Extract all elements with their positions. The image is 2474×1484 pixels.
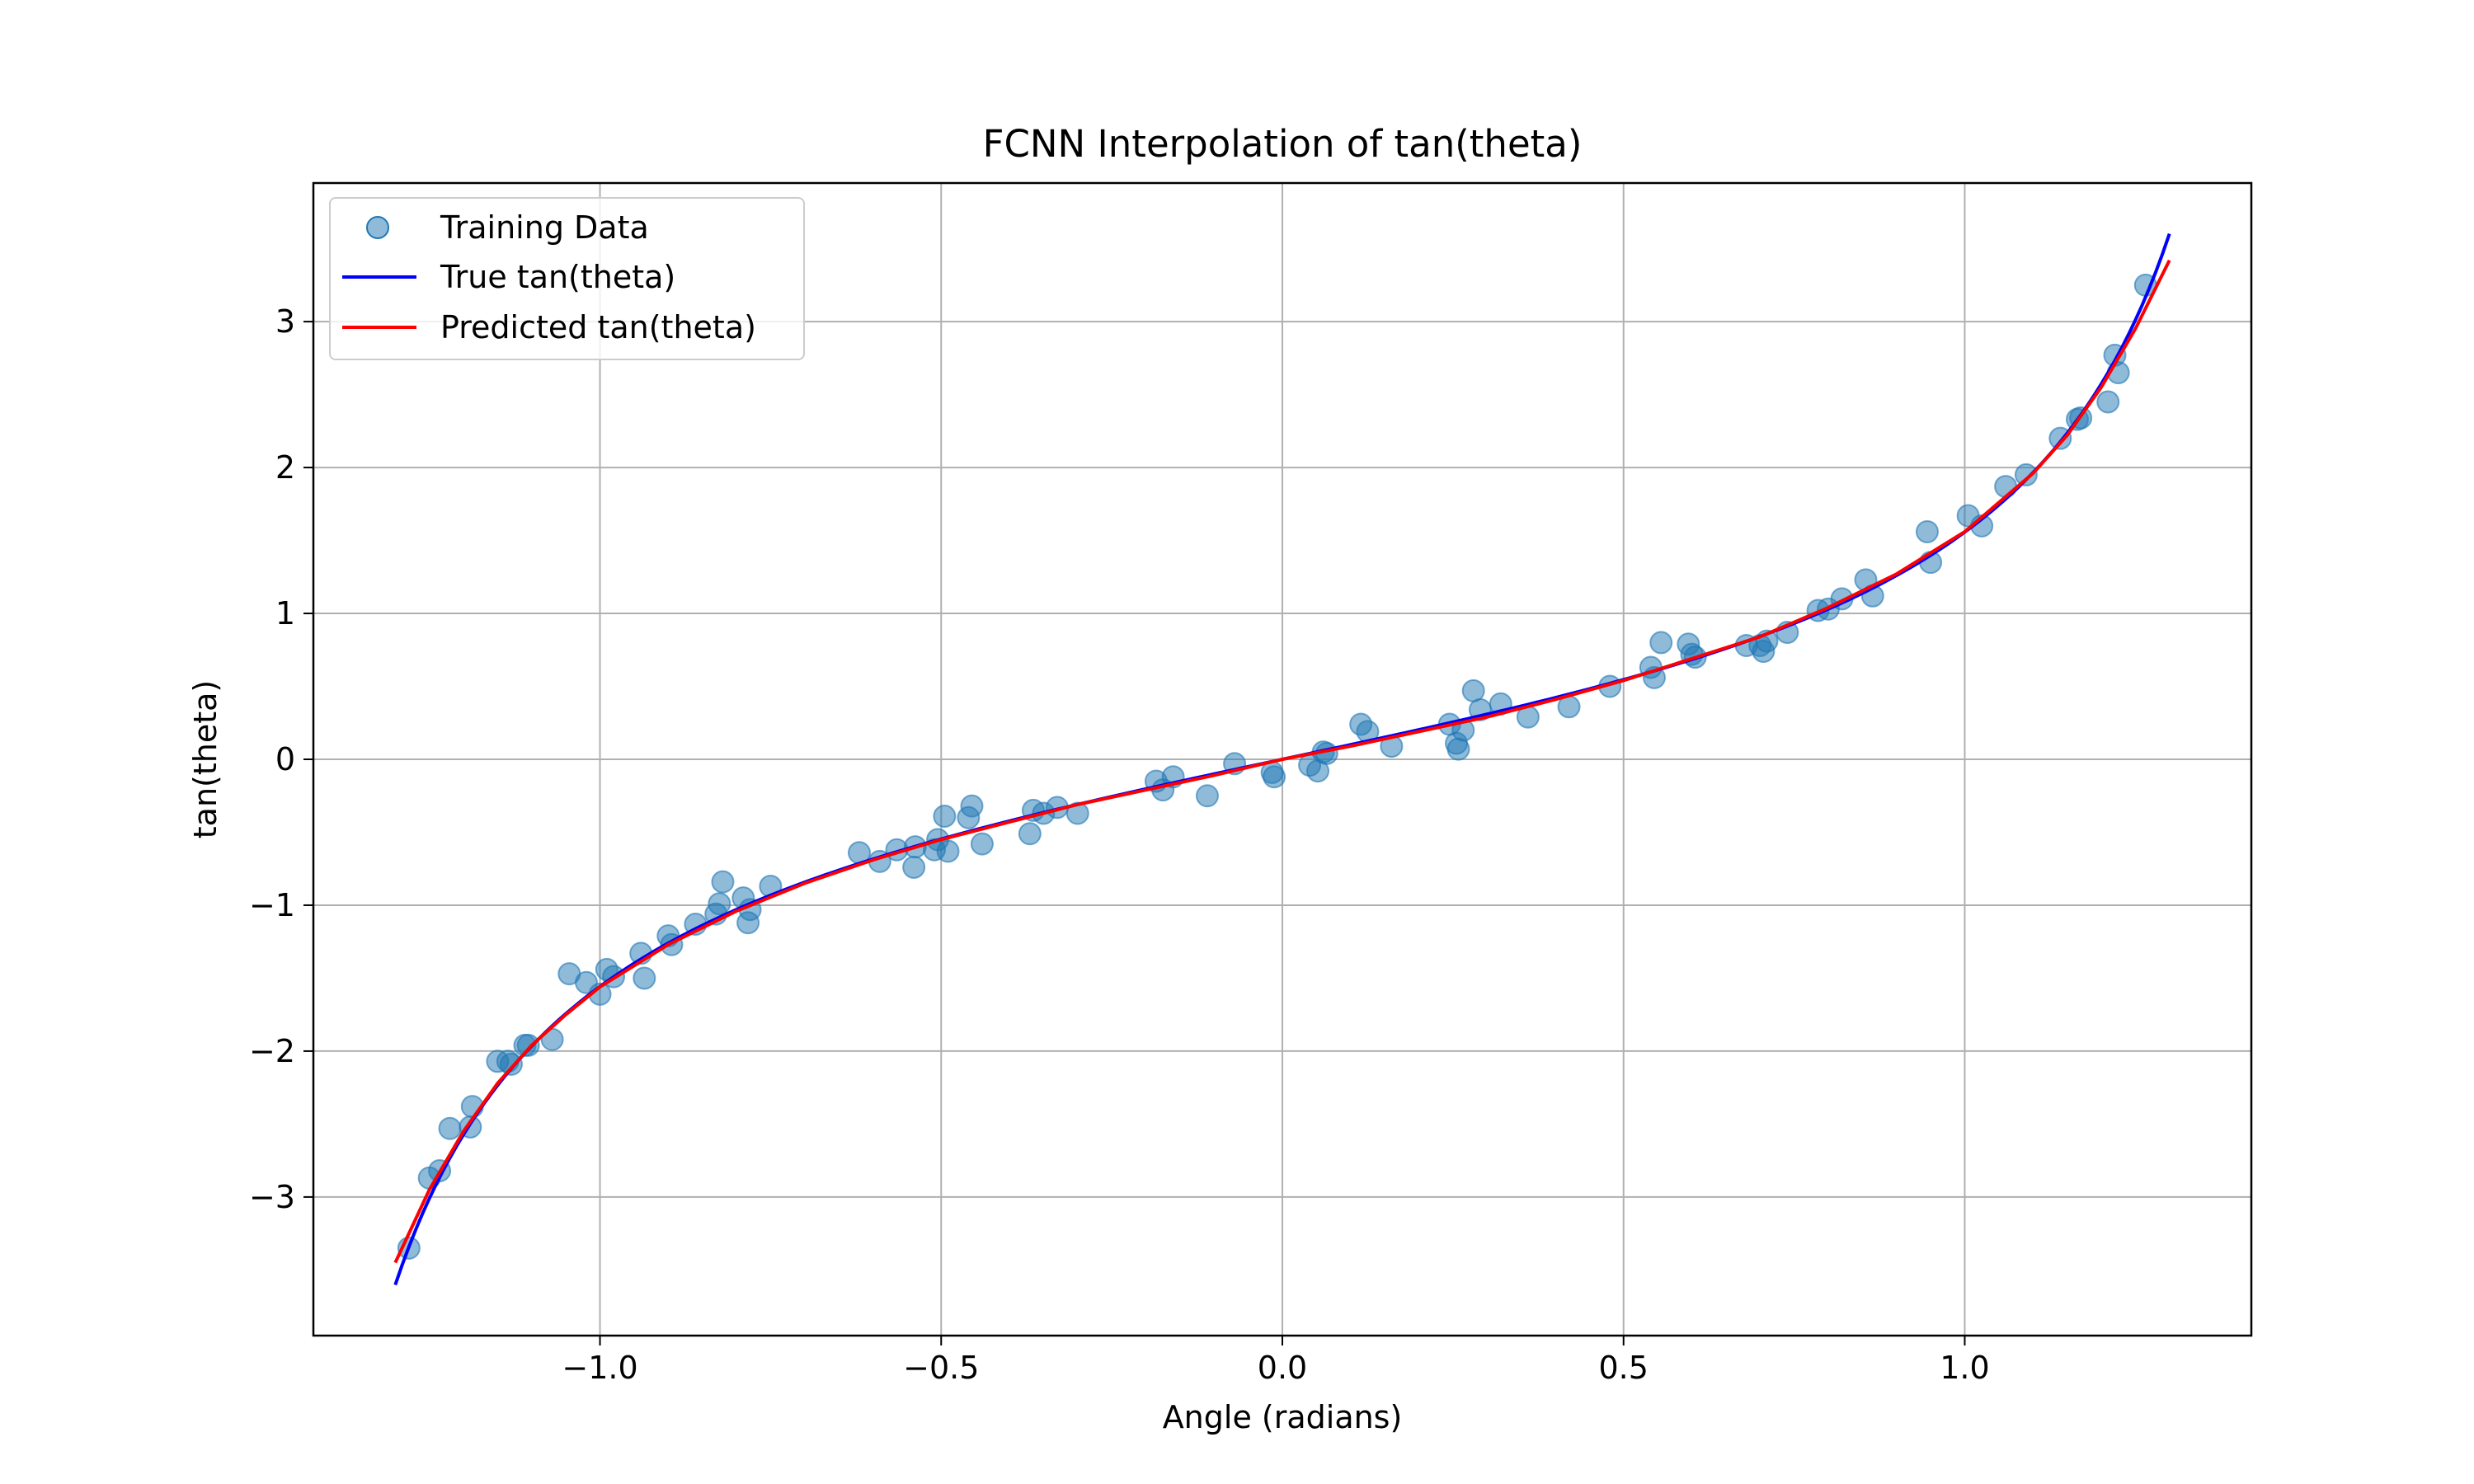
training-data-point (1018, 822, 1042, 846)
training-data-point (516, 1033, 540, 1057)
x-axis-label: Angle (radians) (1163, 1399, 1403, 1435)
chart-title: FCNN Interpolation of tan(theta) (983, 122, 1583, 166)
x-tick-label: −1.0 (562, 1350, 637, 1386)
x-axis-ticks: −1.0 −0.5 0.0 0.5 1.0 (562, 1336, 1990, 1386)
y-tick-label: 1 (275, 595, 295, 632)
training-data-point (633, 966, 656, 990)
legend-label-true: True tan(theta) (440, 259, 675, 295)
training-data-point (1649, 631, 1673, 655)
training-data-point (711, 870, 735, 894)
training-data-point (2096, 390, 2120, 414)
training-data-point (1446, 737, 1470, 761)
legend-marker-training-data (366, 216, 389, 239)
y-tick-label: −1 (249, 887, 295, 923)
training-data-point (1065, 801, 1089, 825)
training-data-point (1195, 784, 1219, 808)
y-tick-label: −3 (249, 1179, 295, 1215)
x-tick-label: 1.0 (1940, 1350, 1989, 1386)
y-tick-label: 2 (275, 449, 295, 486)
training-data-point (1915, 519, 1939, 543)
y-axis-label: tan(theta) (187, 680, 223, 838)
training-data-point (902, 855, 926, 879)
training-data-point (960, 794, 984, 818)
y-tick-label: 0 (275, 741, 295, 777)
training-data-point (970, 832, 994, 856)
training-data-point (438, 1116, 462, 1140)
legend: Training Data True tan(theta) Predicted … (329, 197, 805, 360)
x-tick-label: −0.5 (903, 1350, 979, 1386)
plot-series (393, 232, 2171, 1286)
legend-label-predicted: Predicted tan(theta) (440, 309, 756, 345)
x-tick-label: 0.5 (1599, 1350, 1649, 1386)
training-data-point (2014, 463, 2038, 486)
x-tick-label: 0.0 (1258, 1350, 1307, 1386)
training-data-point (936, 839, 960, 863)
y-axis-ticks: −3 −2 −1 0 1 2 3 (249, 303, 313, 1215)
predicted-tan-line (393, 259, 2171, 1264)
training-data-points (397, 273, 2157, 1260)
training-data-point (499, 1052, 523, 1076)
legend-label-training-data: Training Data (440, 209, 649, 246)
y-tick-label: 3 (275, 303, 295, 340)
y-tick-label: −2 (249, 1033, 295, 1069)
training-data-point (933, 805, 957, 829)
training-data-point (708, 892, 731, 916)
legend-box (329, 197, 805, 360)
training-data-point (1263, 765, 1286, 789)
